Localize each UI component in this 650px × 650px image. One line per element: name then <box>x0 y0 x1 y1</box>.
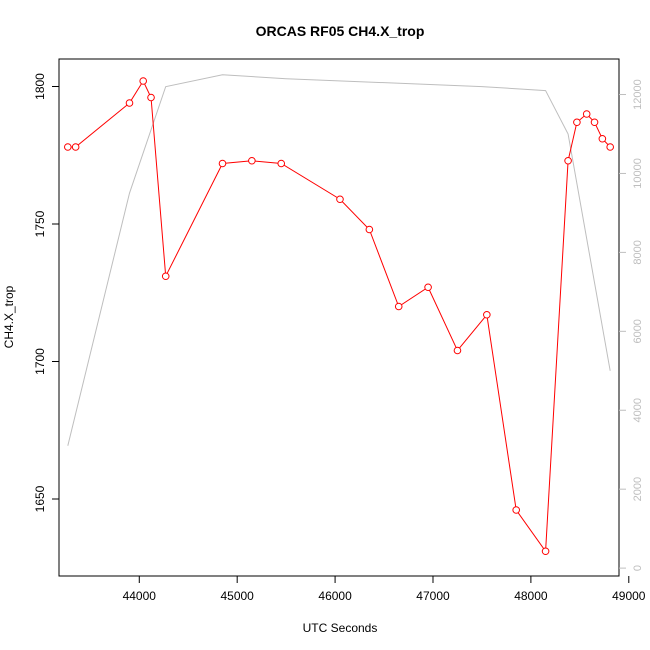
y2-tick-label: 2000 <box>632 477 644 501</box>
y-tick-label: 1650 <box>33 485 47 512</box>
ch4-point <box>483 310 491 319</box>
ch4-point <box>453 346 462 355</box>
x-tick-label: 46000 <box>318 589 352 603</box>
ch4-point <box>365 225 374 234</box>
y-axis-right: 0 2000 4000 6000 8000 10000 12000 <box>619 79 644 571</box>
y-axis-label: CH4.X_trop <box>2 285 16 348</box>
plot-frame <box>58 58 620 577</box>
ch4-point <box>161 272 170 281</box>
x-tick-label: 47000 <box>416 589 450 603</box>
ch4-point <box>606 143 614 151</box>
y-tick-label: 1700 <box>33 348 47 375</box>
y-tick-label: 1800 <box>33 73 47 100</box>
y2-tick-label: 4000 <box>632 398 644 422</box>
ch4-point <box>139 77 147 85</box>
chart-title: ORCAS RF05 CH4.X_trop <box>256 23 425 39</box>
ch4-point <box>248 156 256 165</box>
ch4-point <box>71 143 80 151</box>
y-tick-label: 1750 <box>33 210 47 237</box>
ch4-point <box>218 159 227 168</box>
y2-tick-label: 8000 <box>632 240 644 264</box>
x-tick-label: 45000 <box>220 589 254 603</box>
x-tick-label: 49000 <box>612 589 646 603</box>
ch4-point <box>590 118 599 127</box>
y2-tick-label: 0 <box>632 565 644 571</box>
y2-tick-label: 6000 <box>632 319 644 343</box>
x-tick-label: 44000 <box>123 589 157 603</box>
ch4-point <box>277 159 286 168</box>
ch4-series <box>64 77 614 556</box>
x-tick-label: 48000 <box>514 589 548 603</box>
y2-tick-label: 12000 <box>632 79 644 110</box>
secondary-series <box>67 74 611 446</box>
x-axis-label: UTC Seconds <box>303 621 378 635</box>
ch4-point <box>598 134 607 143</box>
ch4-point <box>512 506 521 514</box>
ch4-series-line <box>67 79 611 553</box>
ch4-point <box>147 93 155 102</box>
y-axis-left: 1650 1700 1750 1800 <box>33 73 59 512</box>
ch4-point <box>582 110 591 118</box>
ch4-point <box>573 118 581 127</box>
ch4-point <box>564 156 572 165</box>
ch4-point <box>64 143 72 151</box>
secondary-series-line <box>67 74 611 446</box>
ch4-point <box>125 99 134 107</box>
ch4-point <box>424 283 432 292</box>
ch4-point <box>336 195 344 204</box>
ch4-point <box>394 302 403 311</box>
y2-tick-label: 10000 <box>632 158 644 189</box>
x-axis: 44000 45000 46000 47000 48000 49000 <box>123 576 646 603</box>
ch4-point <box>541 547 550 556</box>
